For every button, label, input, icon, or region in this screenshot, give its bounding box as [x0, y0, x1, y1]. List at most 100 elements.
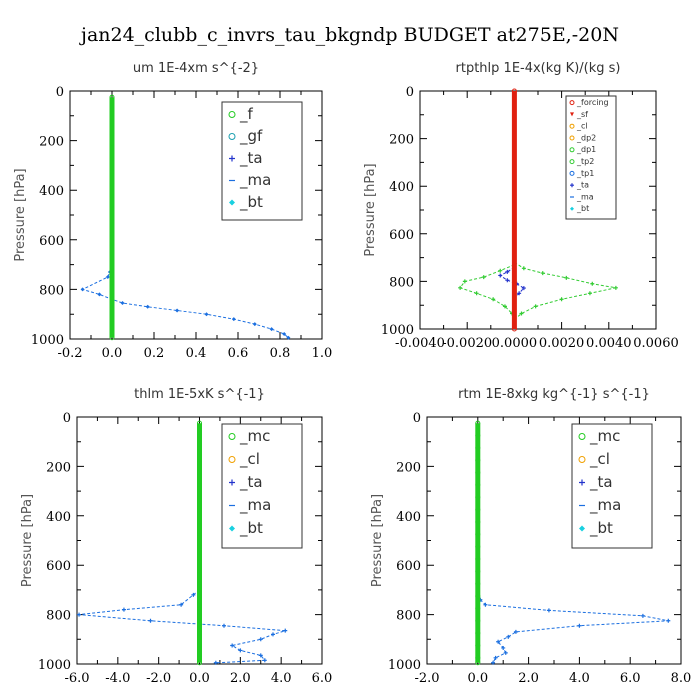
legend-label: _bt [589, 519, 613, 538]
legend-marker [228, 133, 236, 140]
legend-label: _sf [576, 110, 588, 119]
legend-marker [569, 135, 575, 141]
series-forcing [511, 88, 517, 332]
data-point [577, 623, 582, 628]
chart-panel: rtm 1E-8xkg kg^{-1} s^{-1} Pressure [hPa]… [370, 387, 691, 686]
data-point [204, 312, 209, 317]
data-point [496, 639, 501, 644]
x-tick-label: 0.0060 [633, 336, 679, 351]
series-f [109, 94, 115, 341]
y-tick-label: 600 [39, 234, 64, 249]
legend-label: _cl [576, 122, 588, 131]
x-tick-label: 0.6 [228, 346, 249, 361]
series-cl [77, 587, 288, 665]
data-point [475, 531, 481, 537]
data-point [475, 556, 481, 562]
series-mc [197, 420, 202, 666]
data-point [197, 494, 202, 500]
x-tick-label: 0.0 [467, 671, 488, 686]
data-point [501, 645, 506, 650]
data-point [109, 206, 115, 212]
x-tick-label: -6.0 [64, 671, 89, 686]
data-point [475, 605, 481, 611]
data-point [258, 653, 263, 658]
legend: _mc _cl _ta _ma _bt [221, 423, 303, 549]
data-point [109, 169, 115, 175]
data-point [197, 642, 202, 648]
x-tick-label: -0.0020 [442, 336, 492, 351]
x-tick-label: 0.0040 [586, 336, 632, 351]
y-tick-label: 1000 [381, 323, 414, 338]
x-tick-label: 4.0 [569, 671, 590, 686]
series-cl [475, 587, 671, 665]
data-point [540, 271, 545, 276]
data-point [77, 612, 82, 617]
data-point [475, 494, 481, 500]
x-tick-label: 6.0 [312, 671, 333, 686]
series-line [81, 264, 289, 339]
chart-panel: rtpthlp 1E-4x(kg K)/(kg s) Pressure [hPa]… [363, 61, 679, 351]
y-tick-label: 200 [396, 460, 421, 475]
data-point [613, 285, 618, 290]
x-tick-label: 2.0 [518, 671, 539, 686]
data-point [109, 268, 115, 274]
data-point [474, 291, 479, 296]
data-point [148, 618, 153, 623]
x-tick-label: 0.4 [186, 346, 207, 361]
data-point [493, 655, 498, 660]
data-point [197, 568, 202, 574]
legend-label: _forcing [576, 98, 609, 107]
legend-marker [569, 159, 575, 165]
data-point [230, 643, 235, 648]
y-tick-label: 0 [56, 85, 64, 100]
legend-marker [228, 111, 236, 118]
y-tick-label: 0 [413, 411, 421, 426]
legend-marker [578, 456, 586, 463]
data-point [475, 519, 481, 525]
data-point [197, 660, 202, 666]
data-point [109, 218, 115, 224]
legend-label: _f [239, 105, 254, 124]
legend-label: _ta [239, 473, 263, 492]
y-tick-label: 200 [39, 135, 64, 150]
data-point [282, 332, 287, 337]
legend: _mc _cl _ta _ma _bt [571, 423, 653, 549]
data-point [559, 297, 564, 302]
data-point [502, 304, 507, 309]
x-tick-label: 6.0 [620, 671, 641, 686]
data-point [197, 433, 202, 439]
data-point [503, 650, 508, 655]
data-point [511, 326, 517, 332]
figure-title: jan24_clubb_c_invrs_tau_bkgndp BUDGET at… [79, 24, 619, 46]
data-point [109, 107, 115, 113]
legend-label: _bt [239, 193, 263, 212]
data-point [109, 144, 115, 150]
data-point [175, 308, 180, 313]
x-tick-label: -2.0 [146, 671, 171, 686]
legend: _f _gf _ta _ma _bt [221, 101, 303, 221]
chart-title: rtpthlp 1E-4x(kg K)/(kg s) [456, 61, 621, 76]
data-point [521, 286, 526, 291]
data-point [475, 433, 481, 439]
y-tick-label: 600 [46, 559, 71, 574]
data-point [197, 457, 202, 463]
y-tick-label: 200 [389, 133, 414, 148]
data-point [197, 470, 202, 476]
data-point [197, 655, 202, 661]
data-point [517, 291, 522, 296]
y-tick-label: 0 [63, 411, 71, 426]
chart-panel: um 1E-4xm s^{-2} Pressure [hPa] -0.2 0.0 0.2… [13, 61, 332, 361]
legend-box [221, 101, 303, 221]
series-tp2 [512, 260, 618, 322]
legend-marker [570, 183, 574, 188]
data-point [109, 317, 115, 323]
y-tick-label: 200 [46, 460, 71, 475]
chart-title: um 1E-4xm s^{-2} [133, 61, 259, 76]
legend-marker [569, 100, 575, 106]
data-point [475, 420, 481, 426]
x-tick-label: 0.0020 [539, 336, 585, 351]
data-point [197, 630, 202, 636]
data-point [109, 293, 115, 299]
data-point [475, 655, 481, 661]
data-point [587, 291, 592, 296]
